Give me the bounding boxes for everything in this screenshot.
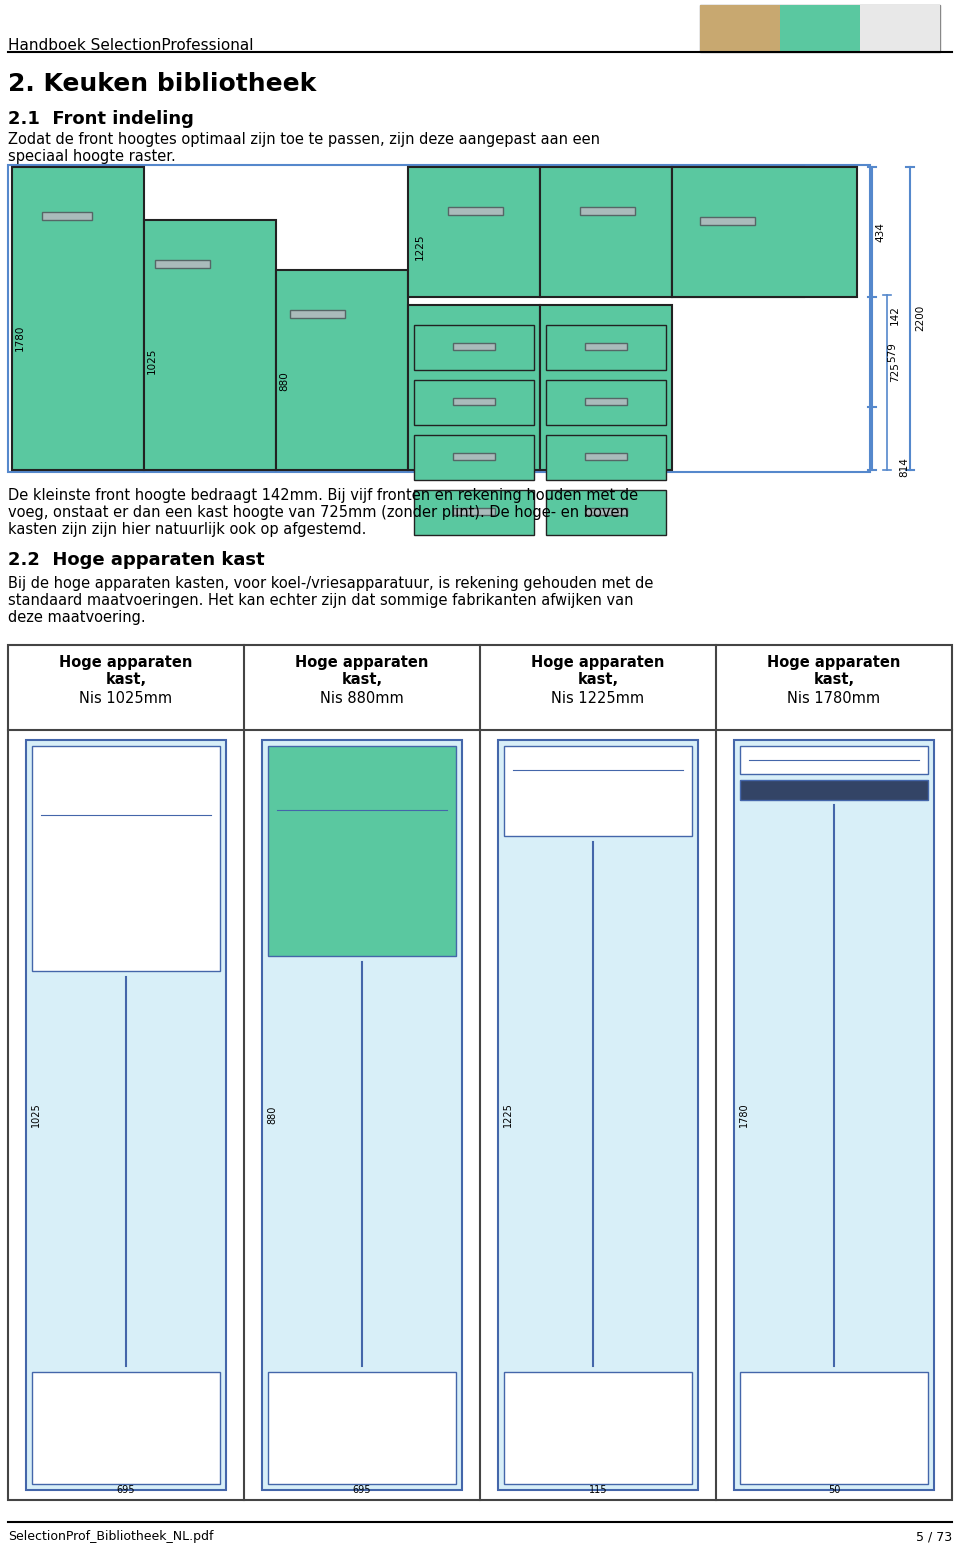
Bar bbox=[700, 5, 780, 51]
Text: 695: 695 bbox=[117, 1484, 135, 1495]
Bar bbox=[453, 507, 495, 515]
Bar bbox=[42, 212, 92, 219]
Text: voeg, onstaat er dan een kast hoogte van 725mm (zonder plint). De hoge- en boven: voeg, onstaat er dan een kast hoogte van… bbox=[8, 506, 629, 520]
Text: 1225: 1225 bbox=[503, 1103, 513, 1128]
Text: Bij de hoge apparaten kasten, voor koel-/vriesapparatuur, is rekening gehouden m: Bij de hoge apparaten kasten, voor koel-… bbox=[8, 576, 654, 591]
Text: 579: 579 bbox=[887, 342, 897, 363]
Text: 1780: 1780 bbox=[739, 1103, 749, 1127]
Text: Hoge apparaten: Hoge apparaten bbox=[296, 655, 429, 671]
Text: SelectionProf_Bibliotheek_NL.pdf: SelectionProf_Bibliotheek_NL.pdf bbox=[8, 1530, 213, 1544]
Text: 695: 695 bbox=[352, 1484, 372, 1495]
Bar bbox=[8, 646, 952, 1500]
Bar bbox=[262, 741, 462, 1491]
Text: Handboek SelectionProfessional: Handboek SelectionProfessional bbox=[8, 37, 253, 53]
Text: 1025: 1025 bbox=[31, 1103, 41, 1128]
Bar bbox=[585, 453, 627, 461]
Text: 880: 880 bbox=[267, 1106, 277, 1123]
Bar bbox=[453, 453, 495, 461]
Bar bbox=[414, 436, 534, 479]
Bar bbox=[585, 342, 627, 350]
Bar bbox=[672, 166, 857, 297]
Bar bbox=[12, 166, 144, 470]
Bar bbox=[546, 436, 666, 479]
Bar bbox=[546, 380, 666, 425]
Bar bbox=[8, 165, 870, 471]
Text: Nis 880mm: Nis 880mm bbox=[320, 691, 404, 706]
Bar bbox=[546, 490, 666, 535]
Text: kasten zijn zijn hier natuurlijk ook op afgestemd.: kasten zijn zijn hier natuurlijk ook op … bbox=[8, 521, 367, 537]
Text: Hoge apparaten: Hoge apparaten bbox=[767, 655, 900, 671]
Bar bbox=[740, 780, 928, 800]
Bar bbox=[580, 207, 635, 215]
Bar bbox=[290, 310, 345, 317]
Text: 2200: 2200 bbox=[915, 305, 925, 331]
Bar bbox=[268, 1372, 456, 1484]
Text: Nis 1025mm: Nis 1025mm bbox=[80, 691, 173, 706]
Text: kast,: kast, bbox=[342, 672, 383, 688]
Text: kast,: kast, bbox=[577, 672, 618, 688]
Bar bbox=[498, 741, 698, 1491]
Text: Nis 1780mm: Nis 1780mm bbox=[787, 691, 880, 706]
Bar bbox=[276, 271, 408, 470]
Bar bbox=[700, 216, 755, 226]
Bar bbox=[585, 507, 627, 515]
Bar bbox=[414, 380, 534, 425]
Text: 1025: 1025 bbox=[147, 349, 157, 373]
Text: 142: 142 bbox=[890, 305, 900, 325]
Bar bbox=[453, 342, 495, 350]
Bar bbox=[540, 166, 672, 297]
Bar bbox=[860, 5, 940, 51]
Bar bbox=[408, 305, 540, 470]
Text: 50: 50 bbox=[828, 1484, 840, 1495]
Text: 1780: 1780 bbox=[15, 325, 25, 352]
Text: 115: 115 bbox=[588, 1484, 608, 1495]
Text: 880: 880 bbox=[279, 372, 289, 391]
Bar bbox=[740, 1372, 928, 1484]
Text: standaard maatvoeringen. Het kan echter zijn dat sommige fabrikanten afwijken va: standaard maatvoeringen. Het kan echter … bbox=[8, 593, 634, 608]
Bar bbox=[408, 166, 540, 297]
Bar bbox=[32, 745, 220, 971]
Bar bbox=[734, 741, 934, 1491]
Bar bbox=[414, 325, 534, 370]
Bar bbox=[32, 1372, 220, 1484]
Text: 2.1  Front indeling: 2.1 Front indeling bbox=[8, 110, 194, 128]
Text: 814: 814 bbox=[899, 457, 909, 478]
Text: Nis 1225mm: Nis 1225mm bbox=[551, 691, 644, 706]
Text: kast,: kast, bbox=[813, 672, 854, 688]
Text: 1225: 1225 bbox=[415, 233, 425, 260]
Bar bbox=[740, 745, 928, 773]
Bar bbox=[546, 325, 666, 370]
Text: kast,: kast, bbox=[106, 672, 147, 688]
Text: Zodat de front hoogtes optimaal zijn toe te passen, zijn deze aangepast aan een: Zodat de front hoogtes optimaal zijn toe… bbox=[8, 132, 600, 146]
Bar bbox=[453, 398, 495, 405]
Bar bbox=[712, 207, 767, 215]
Text: 2. Keuken bibliotheek: 2. Keuken bibliotheek bbox=[8, 72, 316, 96]
Bar bbox=[504, 745, 692, 836]
Bar bbox=[780, 5, 860, 51]
Text: Hoge apparaten: Hoge apparaten bbox=[531, 655, 664, 671]
Text: 5 / 73: 5 / 73 bbox=[916, 1530, 952, 1544]
Text: speciaal hoogte raster.: speciaal hoogte raster. bbox=[8, 149, 176, 163]
Bar bbox=[504, 1372, 692, 1484]
Text: 725: 725 bbox=[890, 363, 900, 381]
Bar bbox=[26, 741, 226, 1491]
Bar bbox=[155, 260, 210, 268]
Text: De kleinste front hoogte bedraagt 142mm. Bij vijf fronten en rekening houden met: De kleinste front hoogte bedraagt 142mm.… bbox=[8, 489, 638, 503]
Bar bbox=[144, 219, 276, 470]
Bar bbox=[585, 398, 627, 405]
Bar bbox=[700, 5, 940, 51]
Bar bbox=[268, 745, 456, 955]
Text: 2.2  Hoge apparaten kast: 2.2 Hoge apparaten kast bbox=[8, 551, 265, 569]
Text: Hoge apparaten: Hoge apparaten bbox=[60, 655, 193, 671]
Text: deze maatvoering.: deze maatvoering. bbox=[8, 610, 146, 626]
Bar bbox=[414, 490, 534, 535]
Text: 434: 434 bbox=[875, 223, 885, 241]
Bar bbox=[540, 305, 672, 470]
Bar bbox=[672, 166, 804, 297]
Bar bbox=[448, 207, 503, 215]
